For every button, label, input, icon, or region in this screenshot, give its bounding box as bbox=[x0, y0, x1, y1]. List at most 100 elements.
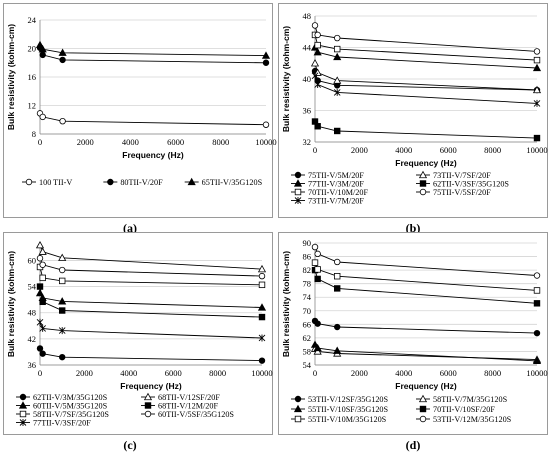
y-tick-label: 58 bbox=[303, 346, 312, 356]
x-axis-title: Frequency (Hz) bbox=[395, 158, 457, 168]
data-point bbox=[35, 240, 45, 249]
legend-item: 62TII-V/3SF/35G120S bbox=[416, 180, 509, 189]
x-tick-label: 2000 bbox=[351, 368, 368, 378]
legend-item: 55TII-V/10SF/35G120S bbox=[291, 404, 389, 414]
legend-item: 100 TII-V bbox=[22, 178, 72, 187]
data-point bbox=[262, 59, 270, 66]
series-line bbox=[314, 246, 538, 276]
legend-item: 75TII-V/5SF/20F bbox=[416, 188, 491, 197]
x-axis-title: Frequency (Hz) bbox=[120, 381, 182, 391]
legend-label: 73TII-V/7SF/20F bbox=[433, 171, 491, 180]
y-tick-label: 66 bbox=[303, 319, 312, 329]
legend-label: 70TII-V/10M/20F bbox=[308, 188, 368, 197]
legend-label: 65TII-V/35G120S bbox=[202, 178, 263, 187]
series-53tii-v-12m-35g120s bbox=[311, 243, 541, 279]
legend-marker bbox=[18, 401, 28, 409]
data-point bbox=[59, 353, 66, 361]
legend-marker bbox=[19, 419, 27, 426]
legend-marker bbox=[418, 170, 428, 179]
series-73tii-v-7sf-20f bbox=[310, 59, 542, 94]
chart-panel-d: 54 58 62 66 70 74 78 82 86 90 0 2000 4000 6000 8000 100… bbox=[278, 232, 548, 435]
legend-label: 100 TII-V bbox=[39, 178, 72, 187]
legend-label: 53TII-V/12M/35G120S bbox=[433, 415, 512, 424]
data-point bbox=[532, 85, 542, 94]
data-point bbox=[39, 261, 46, 268]
y-tick-label: 20 bbox=[28, 44, 37, 54]
series-line bbox=[39, 258, 263, 277]
legend-item: 77TII-V/3SF/20F bbox=[16, 419, 91, 428]
data-point bbox=[334, 127, 341, 135]
legend-marker bbox=[19, 393, 27, 401]
data-point bbox=[311, 22, 319, 29]
chart-panel-b: 32 36 40 44 48 0 2000 4000 6000 8000 10000 Frequenc… bbox=[278, 3, 548, 218]
legend-item: 77TII-V/3M/20F bbox=[291, 179, 364, 189]
data-point bbox=[533, 272, 541, 279]
chart-a-svg: 8 12 16 20 24 0 2000 4000 6000 8000 10000 Frequency… bbox=[6, 15, 277, 187]
data-point bbox=[333, 346, 342, 354]
series-75tii-v-5sf-20f bbox=[311, 22, 541, 55]
data-point bbox=[262, 121, 270, 128]
data-point bbox=[333, 52, 342, 61]
series-line bbox=[314, 70, 538, 91]
data-point bbox=[314, 41, 321, 49]
y-tick-label: 54 bbox=[28, 282, 37, 292]
y-tick-label: 62 bbox=[303, 333, 312, 343]
chart-panel-c: 36 42 48 54 60 0 2000 4000 6000 8000 10000 Frequenc… bbox=[3, 232, 273, 435]
data-point bbox=[314, 320, 321, 327]
chart-b-svg: 32 36 40 44 48 0 2000 4000 6000 8000 10000 Frequenc… bbox=[281, 11, 548, 206]
data-point bbox=[58, 253, 67, 261]
series-68tii-v-12sf-20f bbox=[35, 240, 267, 273]
legend-label: 55TII-V/10SF/35G120S bbox=[308, 405, 389, 414]
data-point bbox=[39, 113, 46, 121]
data-point bbox=[533, 56, 541, 64]
legend-item: 73TII-V/7M/20F bbox=[291, 197, 364, 206]
legend-label: 60TII-V/5SF/35G120S bbox=[158, 410, 234, 419]
legend-item: 70TII-V/10SF/20F bbox=[416, 405, 495, 414]
series-62tii-v-3m-35g120s bbox=[36, 345, 266, 364]
series-line bbox=[39, 322, 263, 339]
data-point bbox=[333, 76, 342, 84]
data-point bbox=[533, 329, 541, 337]
legend-label: 58TII-V/7SF/35G120S bbox=[33, 410, 109, 419]
chart-d-svg: 54 58 62 66 70 74 78 82 86 90 0 2000 4000 6000 8000 100… bbox=[281, 238, 548, 424]
legend-marker bbox=[143, 392, 153, 401]
legend-label: 77TII-V/3SF/20F bbox=[33, 419, 91, 428]
series-68tii-v-12m-20f bbox=[36, 283, 266, 321]
data-point bbox=[38, 44, 47, 53]
y-axis-title: Bulk resistivity (kohm-cm) bbox=[6, 24, 16, 130]
data-point bbox=[334, 34, 341, 42]
legend-label: 55TII-V/10M/35G120S bbox=[308, 415, 387, 424]
series-line bbox=[314, 262, 538, 291]
series-60tii-v-5sf-35g120s bbox=[36, 255, 266, 280]
y-tick-label: 54 bbox=[303, 360, 312, 370]
series-line bbox=[314, 348, 538, 361]
legend-label: 58TII-V/7M/35G120S bbox=[433, 395, 508, 404]
data-point bbox=[59, 307, 66, 314]
series-60tii-v-5m-35g120s bbox=[35, 288, 267, 311]
legend-label: 60TII-V/5M/35G120S bbox=[33, 402, 108, 411]
y-tick-label: 48 bbox=[303, 11, 312, 21]
x-tick-label: 2000 bbox=[77, 137, 94, 147]
legend-marker bbox=[293, 179, 303, 187]
data-point bbox=[311, 259, 319, 266]
series-line bbox=[314, 47, 538, 69]
series-100-tii-v bbox=[36, 110, 270, 128]
x-tick-label: 8000 bbox=[212, 137, 229, 147]
data-point bbox=[36, 283, 44, 290]
data-point bbox=[533, 134, 541, 142]
data-point bbox=[58, 327, 66, 335]
legend-label: 75TII-V/5M/20F bbox=[308, 171, 364, 180]
x-tick-label: 4000 bbox=[395, 145, 412, 155]
legend-label: 68TII-V/12SF/20F bbox=[158, 393, 220, 402]
legend-item: 58TII-V/7M/35G120S bbox=[416, 394, 508, 404]
legend-marker bbox=[187, 177, 196, 186]
data-point bbox=[532, 356, 542, 365]
x-tick-label: 6000 bbox=[165, 368, 182, 378]
data-point bbox=[58, 48, 67, 56]
legend-label: 68TII-V/12M/20F bbox=[158, 402, 218, 411]
series-53tii-v-12sf-35g120s bbox=[311, 317, 541, 337]
data-point bbox=[334, 273, 341, 280]
data-point bbox=[59, 56, 66, 64]
data-point bbox=[36, 255, 44, 262]
x-tick-label: 4000 bbox=[395, 368, 412, 378]
